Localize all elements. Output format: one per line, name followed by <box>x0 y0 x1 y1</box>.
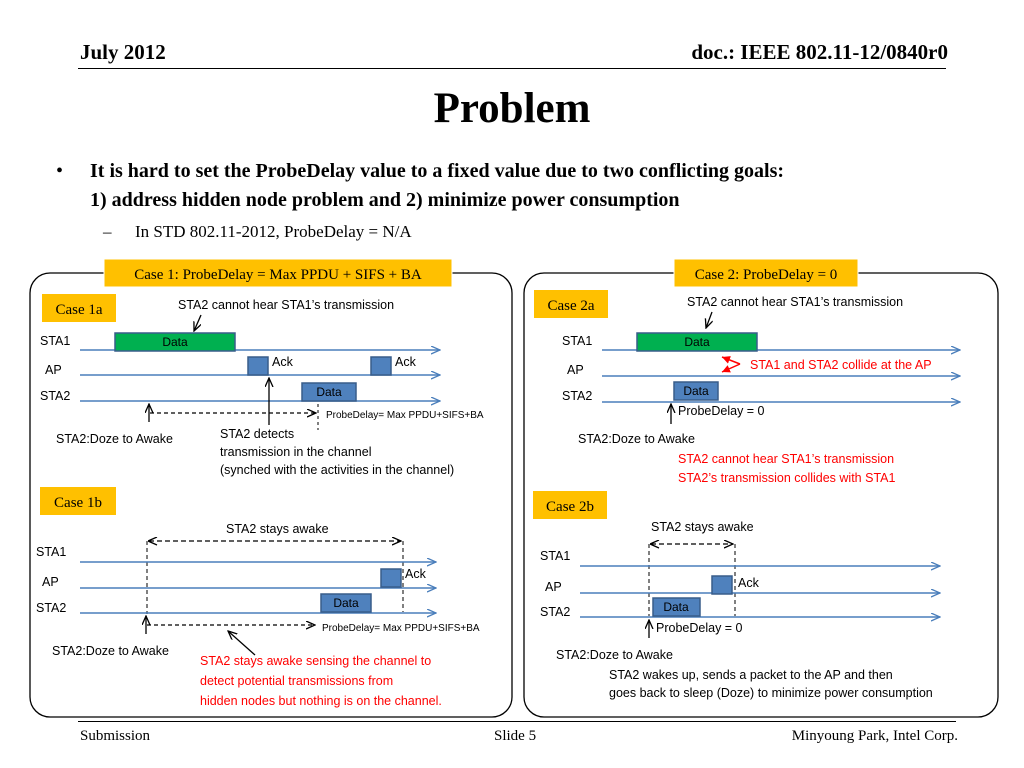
case1a-detect-line-3: (synched with the activities in the chan… <box>220 463 454 477</box>
case1b-red-note-line-3: hidden nodes but nothing is on the chann… <box>200 694 442 708</box>
case1b-label-box <box>40 487 116 515</box>
case1a-ack-label-1: Ack <box>272 355 294 369</box>
case1b-line-label-sta1: STA1 <box>36 545 66 559</box>
case2a-label-box <box>534 290 608 318</box>
slide-title: Problem <box>433 85 591 132</box>
case2b-line-label-sta2: STA2 <box>540 605 570 619</box>
case2a-note-top: STA2 cannot hear STA1’s transmission <box>687 295 903 309</box>
case1a-label: Case 1a <box>55 302 102 318</box>
case1a-line-label-sta1: STA1 <box>40 334 70 348</box>
header-doc-number: doc.: IEEE 802.11-12/0840r0 <box>691 40 948 64</box>
case2a-red-note-line-1: STA2 cannot hear STA1’s transmission <box>678 452 894 466</box>
sub-bullet-text: In STD 802.11-2012, ProbeDelay = N/A <box>135 222 412 241</box>
case1a-doze-label: STA2:Doze to Awake <box>56 432 173 446</box>
case1a-sta1-data-label: Data <box>162 335 188 349</box>
header-rule <box>78 68 946 69</box>
bullet-marker: • <box>56 160 64 182</box>
case1a-ack-frame-2 <box>370 356 392 376</box>
case2b-probe-delay-label: ProbeDelay = 0 <box>656 621 743 635</box>
case1b-red-note-line-1: STA2 stays awake sensing the channel to <box>200 654 431 668</box>
case1a-note-arrow <box>194 314 202 331</box>
case1a-ack-frame-1 <box>247 356 269 376</box>
case1b-awake-label: STA2 stays awake <box>226 522 329 536</box>
sub-bullet-marker: – <box>103 222 112 241</box>
case1a-detect-line-2: transmission in the channel <box>220 445 371 459</box>
footer-submission: Submission <box>80 728 151 744</box>
case1b-label: Case 1b <box>54 495 102 511</box>
case2a-line-label-sta2: STA2 <box>562 389 592 403</box>
case2b-data-frame <box>652 597 701 617</box>
case1a-sta2-data-frame <box>301 382 357 402</box>
case1a-note-top: STA2 cannot hear STA1’s transmission <box>178 298 394 312</box>
case1b-ack-label: Ack <box>405 567 427 581</box>
case1a-sta2-data-label: Data <box>316 385 342 399</box>
case1b-line-label-sta2: STA2 <box>36 601 66 615</box>
case2a-collide-arrow-up <box>721 356 741 365</box>
case2a-sta2-data-frame <box>673 381 719 401</box>
footer-author: Minyoung Park, Intel Corp. <box>791 728 958 744</box>
case2b-note-line-2: goes back to sleep (Doze) to minimize po… <box>609 686 933 700</box>
case2a-sta2-data-label: Data <box>683 384 709 398</box>
case2a-line-label-sta1: STA1 <box>562 334 592 348</box>
case1a-ack-label-2: Ack <box>395 355 417 369</box>
footer-slide-number: Slide 5 <box>494 728 537 744</box>
case2b-label: Case 2b <box>546 499 594 515</box>
case2a-sta1-data-frame <box>636 332 758 352</box>
case2b-label-box <box>533 491 607 519</box>
case1b-doze-label: STA2:Doze to Awake <box>52 644 169 658</box>
case2b-ack-frame <box>711 575 733 595</box>
case1b-ack-frame <box>380 568 402 588</box>
case1a-label-box <box>42 294 116 322</box>
footer-rule <box>78 721 956 722</box>
case1a-detect-line-1: STA2 detects <box>220 427 294 441</box>
case1a-probe-delay-label: ProbeDelay= Max PPDU+SIFS+BA <box>326 410 484 421</box>
case1a-sta1-data-frame <box>114 332 236 352</box>
case1b-data-label: Data <box>333 596 359 610</box>
case2b-line-label-sta1: STA1 <box>540 549 570 563</box>
case1-title-box <box>103 258 453 288</box>
case2-title-box <box>673 258 859 288</box>
case1b-line-label-ap: AP <box>42 575 59 589</box>
case2a-collide-arrow-down <box>721 363 741 373</box>
case2a-red-note-line-2: STA2’s transmission collides with STA1 <box>678 471 895 485</box>
case1-title: Case 1: ProbeDelay = Max PPDU + SIFS + B… <box>134 267 422 283</box>
case1b-probe-delay-label: ProbeDelay= Max PPDU+SIFS+BA <box>322 623 480 634</box>
case2a-note-arrow <box>706 311 712 328</box>
case1b-data-frame <box>320 593 372 613</box>
case2b-line-label-ap: AP <box>545 580 562 594</box>
case2b-note-line-1: STA2 wakes up, sends a packet to the AP … <box>609 668 893 682</box>
case1b-red-note-arrow <box>228 631 256 656</box>
case1a-line-label-ap: AP <box>45 363 62 377</box>
case2b-ack-label: Ack <box>738 576 760 590</box>
case2-title: Case 2: ProbeDelay = 0 <box>695 267 838 283</box>
case2b-awake-label: STA2 stays awake <box>651 520 754 534</box>
header-date: July 2012 <box>80 40 166 64</box>
bullet-line-1: It is hard to set the ProbeDelay value t… <box>90 160 785 182</box>
case2b-doze-label: STA2:Doze to Awake <box>556 648 673 662</box>
case2a-line-label-ap: AP <box>567 363 584 377</box>
case1b-red-note-line-2: detect potential transmissions from <box>200 674 393 688</box>
case2a-collide-label: STA1 and STA2 collide at the AP <box>750 358 932 372</box>
case2a-label: Case 2a <box>547 298 594 314</box>
case2a-probe-delay-label: ProbeDelay = 0 <box>678 404 765 418</box>
case2a-doze-label: STA2:Doze to Awake <box>578 432 695 446</box>
case1a-line-label-sta2: STA2 <box>40 389 70 403</box>
case2b-data-label: Data <box>663 600 689 614</box>
case2a-sta1-data-label: Data <box>684 335 710 349</box>
bullet-line-2: 1) address hidden node problem and 2) mi… <box>90 189 680 211</box>
